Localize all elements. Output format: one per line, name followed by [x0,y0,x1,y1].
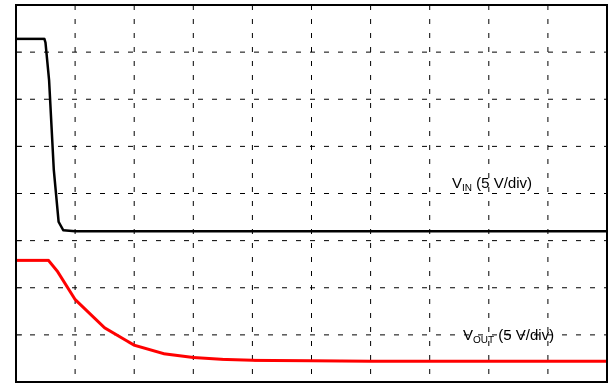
trace-label-vout: VOUT (5 V/div) [463,327,554,346]
trace-labels: VIN (5 V/div) VOUT (5 V/div) [452,175,554,346]
trace-vout [16,258,607,363]
trace-vin [16,37,607,233]
grid [16,5,607,382]
plot-frame [15,4,608,383]
traces [16,37,607,363]
trace-label-vin: VIN (5 V/div) [452,175,532,194]
